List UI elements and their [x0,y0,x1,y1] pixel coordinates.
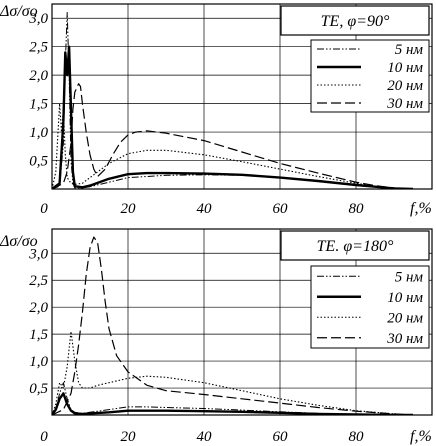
series-line-20-нм [52,103,414,189]
y-tick-label: 2,0 [29,68,48,84]
legend-label: 10 нм [387,60,423,76]
series-line-10-нм [52,45,414,189]
y-tick-label: 1,0 [29,354,48,370]
chart-title-box [280,230,430,261]
series-line-10-нм [52,392,413,415]
legend-label: 30 нм [386,96,423,112]
x-tick-label: 0 [40,201,48,217]
series-line-30-нм [52,83,414,189]
x-tick-label: 80 [349,429,365,445]
y-tick-label: 2,0 [29,300,48,316]
y-tick-label: 3,0 [28,11,48,27]
x-tick-label: 40 [197,201,213,217]
plot-frame [51,228,433,416]
plot-frame [51,3,433,190]
y-tick-label: 2,5 [29,40,48,56]
legend-box [310,265,430,349]
chart-title: TE. φ=180° [317,238,394,255]
y-axis-label: Δσ/σo [0,3,38,20]
chart-panel-1: 0,5 1,0 1,5 2,0 2,5 3,0 0 20 40 60 80 Δσ/σo f,% TE, φ… [0,3,433,217]
series-line-5-нм [52,382,413,415]
legend-label: 30 нм [386,331,423,347]
series-line-5-нм [52,12,414,189]
x-tick-label: 60 [273,429,289,445]
y-tick-label: 3,0 [28,246,48,262]
legend-label: 20 нм [387,310,423,326]
x-tick-label: 40 [197,429,213,445]
chart-title: TE, φ=90° [321,13,390,30]
y-axis-label: Δσ/σo [0,233,38,250]
x-axis-label: f,% [410,200,432,217]
series-line-20-нм [52,330,414,415]
series-group [52,236,414,415]
y-tick-label: 1,0 [29,125,48,141]
x-axis-label: f,% [410,428,432,445]
series-group [52,12,414,189]
series-line-30-нм [52,236,414,415]
legend-label: 5 нм [395,42,424,58]
x-tick-label: 20 [121,201,137,217]
chart-panel-2: 0,5 1,0 1,5 2,0 2,5 3,0 0 20 40 60 80 Δσ/σo f,% TE. φ… [0,228,433,445]
x-tick-label: 20 [121,429,137,445]
x-tick-label: 60 [273,201,289,217]
y-tick-label: 0,5 [29,154,48,170]
legend-box [310,39,430,113]
y-tick-label: 1,5 [29,327,48,343]
y-tick-label: 2,5 [29,273,48,289]
y-tick-label: 0,5 [29,381,48,397]
x-tick-label: 0 [40,429,48,445]
legend-label: 20 нм [387,78,423,94]
legend-label: 10 нм [387,290,423,306]
y-tick-label: 1,5 [29,97,48,113]
x-tick-label: 80 [349,201,365,217]
chart-title-box [280,5,430,36]
legend-label: 5 нм [395,269,424,285]
